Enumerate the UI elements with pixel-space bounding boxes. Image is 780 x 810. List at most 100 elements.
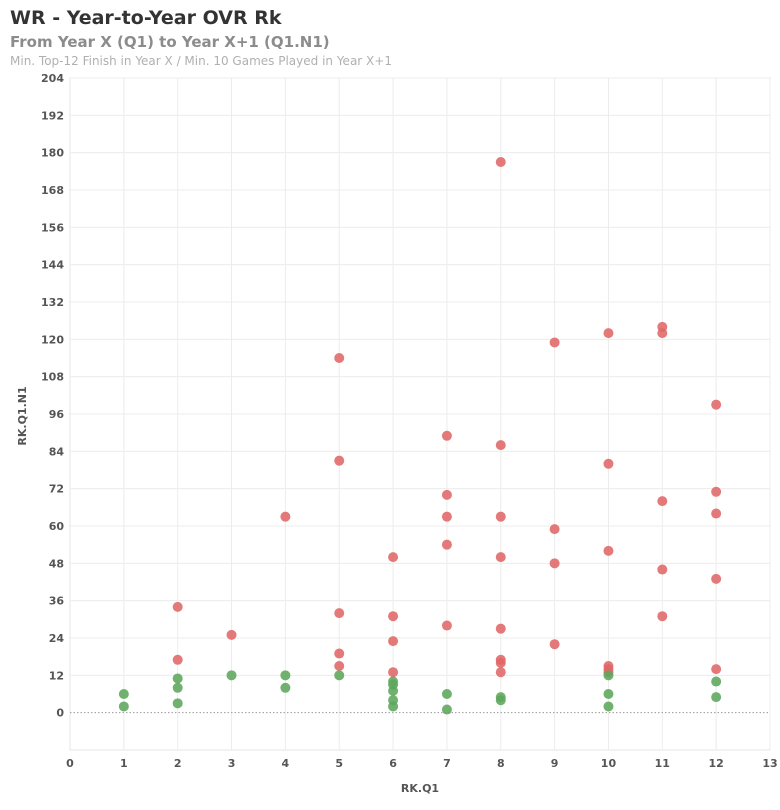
data-point-declined[interactable] bbox=[334, 648, 345, 659]
data-point-declined[interactable] bbox=[711, 508, 722, 519]
data-point-declined[interactable] bbox=[441, 430, 452, 441]
data-point-improved[interactable] bbox=[334, 670, 345, 681]
y-tick-label: 192 bbox=[41, 109, 64, 122]
chart-header: WR - Year-to-Year OVR Rk From Year X (Q1… bbox=[10, 4, 770, 70]
x-tick-label: 1 bbox=[120, 757, 128, 770]
y-tick-label: 144 bbox=[41, 259, 64, 272]
x-tick-label: 3 bbox=[228, 757, 236, 770]
data-point-declined[interactable] bbox=[549, 524, 560, 535]
data-point-declined[interactable] bbox=[495, 157, 506, 167]
chart-title: WR - Year-to-Year OVR Rk bbox=[10, 7, 282, 29]
data-point-declined[interactable] bbox=[549, 639, 560, 650]
y-tick-label: 24 bbox=[49, 632, 65, 645]
y-tick-label: 204 bbox=[41, 72, 64, 85]
y-tick-label: 180 bbox=[41, 147, 64, 160]
data-point-declined[interactable] bbox=[172, 601, 183, 612]
data-point-improved[interactable] bbox=[711, 692, 722, 703]
x-tick-label: 0 bbox=[66, 757, 74, 770]
x-tick-label: 11 bbox=[655, 757, 670, 770]
data-points bbox=[118, 157, 722, 715]
data-point-declined[interactable] bbox=[388, 636, 399, 647]
data-point-improved[interactable] bbox=[172, 698, 183, 709]
y-tick-label: 84 bbox=[49, 445, 65, 458]
x-tick-label: 12 bbox=[708, 757, 723, 770]
data-point-declined[interactable] bbox=[603, 328, 614, 339]
y-tick-label: 132 bbox=[41, 296, 64, 309]
data-point-declined[interactable] bbox=[495, 667, 506, 678]
y-tick-label: 108 bbox=[41, 371, 64, 384]
data-point-declined[interactable] bbox=[657, 611, 668, 622]
data-point-improved[interactable] bbox=[118, 701, 129, 712]
x-tick-label: 10 bbox=[601, 757, 617, 770]
y-tick-label: 48 bbox=[49, 557, 64, 570]
y-tick-label: 120 bbox=[41, 333, 64, 346]
data-point-declined[interactable] bbox=[495, 552, 506, 563]
data-point-declined[interactable] bbox=[711, 573, 722, 584]
y-tick-label: 60 bbox=[49, 520, 65, 533]
data-point-improved[interactable] bbox=[280, 670, 291, 681]
data-point-declined[interactable] bbox=[441, 511, 452, 522]
y-tick-label: 168 bbox=[41, 184, 64, 197]
data-point-improved[interactable] bbox=[388, 685, 399, 696]
data-point-declined[interactable] bbox=[334, 353, 345, 363]
x-axis-label: RK.Q1 bbox=[401, 782, 439, 795]
y-axis-ticks: 0 12 24 36 48 60 72 84 96 108 120 132 144 156 168 180 19… bbox=[41, 72, 64, 720]
x-tick-label: 4 bbox=[282, 757, 290, 770]
data-point-improved[interactable] bbox=[441, 689, 452, 699]
data-point-declined[interactable] bbox=[603, 545, 614, 556]
y-tick-label: 36 bbox=[49, 595, 65, 608]
data-point-improved[interactable] bbox=[172, 673, 183, 684]
y-tick-label: 156 bbox=[41, 221, 64, 234]
data-point-improved[interactable] bbox=[495, 695, 506, 706]
y-tick-label: 96 bbox=[49, 408, 65, 421]
data-point-declined[interactable] bbox=[657, 328, 668, 339]
data-point-declined[interactable] bbox=[495, 657, 506, 668]
y-axis-label: RK.Q1.N1 bbox=[16, 386, 29, 445]
grid-lines bbox=[69, 77, 771, 751]
data-point-improved[interactable] bbox=[603, 689, 614, 699]
data-point-declined[interactable] bbox=[495, 623, 506, 634]
data-point-improved[interactable] bbox=[226, 670, 237, 681]
x-axis-ticks: 0 1 2 3 4 5 6 7 8 9 10 11 12 13 bbox=[66, 757, 777, 770]
x-tick-label: 5 bbox=[335, 757, 343, 770]
x-tick-label: 13 bbox=[762, 757, 777, 770]
data-point-improved[interactable] bbox=[118, 689, 129, 699]
data-point-declined[interactable] bbox=[441, 620, 452, 631]
data-point-declined[interactable] bbox=[441, 489, 452, 500]
data-point-declined[interactable] bbox=[711, 486, 722, 497]
data-point-declined[interactable] bbox=[549, 337, 560, 348]
data-point-declined[interactable] bbox=[441, 539, 452, 550]
data-point-declined[interactable] bbox=[711, 664, 722, 675]
data-point-declined[interactable] bbox=[388, 611, 399, 622]
data-point-declined[interactable] bbox=[334, 608, 345, 619]
data-point-improved[interactable] bbox=[280, 682, 291, 693]
data-point-improved[interactable] bbox=[603, 670, 614, 681]
x-tick-label: 9 bbox=[551, 757, 559, 770]
data-point-declined[interactable] bbox=[657, 496, 668, 507]
data-point-improved[interactable] bbox=[172, 682, 183, 693]
data-point-declined[interactable] bbox=[334, 455, 345, 466]
data-point-declined[interactable] bbox=[388, 667, 399, 678]
y-tick-label: 12 bbox=[49, 669, 64, 682]
data-point-improved[interactable] bbox=[603, 701, 614, 712]
y-tick-label: 0 bbox=[56, 707, 64, 720]
data-point-declined[interactable] bbox=[495, 440, 506, 451]
data-point-declined[interactable] bbox=[657, 564, 668, 575]
data-point-declined[interactable] bbox=[603, 458, 614, 469]
x-tick-label: 6 bbox=[389, 757, 397, 770]
data-point-declined[interactable] bbox=[172, 654, 183, 665]
data-point-improved[interactable] bbox=[441, 704, 452, 715]
data-point-improved[interactable] bbox=[388, 701, 399, 712]
data-point-declined[interactable] bbox=[334, 661, 345, 671]
data-point-declined[interactable] bbox=[711, 399, 722, 410]
x-tick-label: 8 bbox=[497, 757, 505, 770]
chart-note: Min. Top-12 Finish in Year X / Min. 10 G… bbox=[10, 54, 392, 68]
data-point-improved[interactable] bbox=[711, 676, 722, 687]
data-point-declined[interactable] bbox=[495, 511, 506, 522]
data-point-declined[interactable] bbox=[549, 558, 560, 569]
data-point-declined[interactable] bbox=[280, 511, 291, 522]
y-tick-label: 72 bbox=[49, 483, 64, 496]
data-point-declined[interactable] bbox=[226, 629, 237, 640]
data-point-declined[interactable] bbox=[388, 552, 399, 563]
